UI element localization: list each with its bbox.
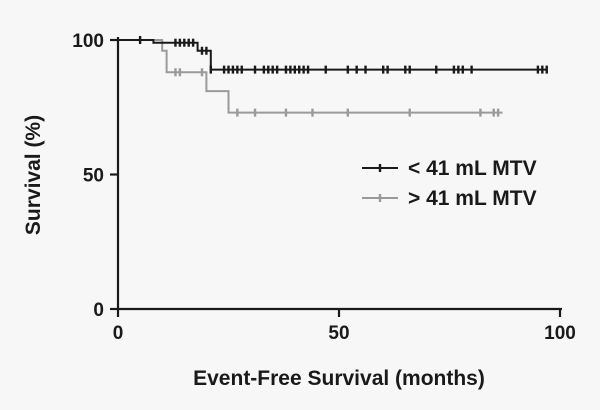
legend-label: < 41 mL MTV [408,157,537,180]
y-axis-label: Survival (%) [22,115,45,235]
legend-label: > 41 mL MTV [408,187,537,210]
x-tick-label: 100 [544,323,576,344]
y-tick-label: 0 [93,300,104,321]
series-1 [118,36,548,74]
x-axis-label: Event-Free Survival (months) [193,367,485,390]
legend-item-1: < 41 mL MTV [362,157,537,180]
survival-curve-1 [118,39,547,71]
y-tick-label: 100 [72,31,104,52]
y-ticks: 0 50 100 [72,31,118,321]
series-2 [118,39,503,117]
x-tick-label: 0 [113,323,124,344]
plot-area [118,36,548,117]
legend: < 41 mL MTV > 41 mL MTV [362,157,537,210]
x-tick-label: 50 [328,323,349,344]
x-ticks: 0 50 100 [113,309,576,344]
y-tick-label: 50 [83,166,104,187]
survival-curve-2 [118,39,503,114]
legend-item-2: > 41 mL MTV [362,187,537,210]
